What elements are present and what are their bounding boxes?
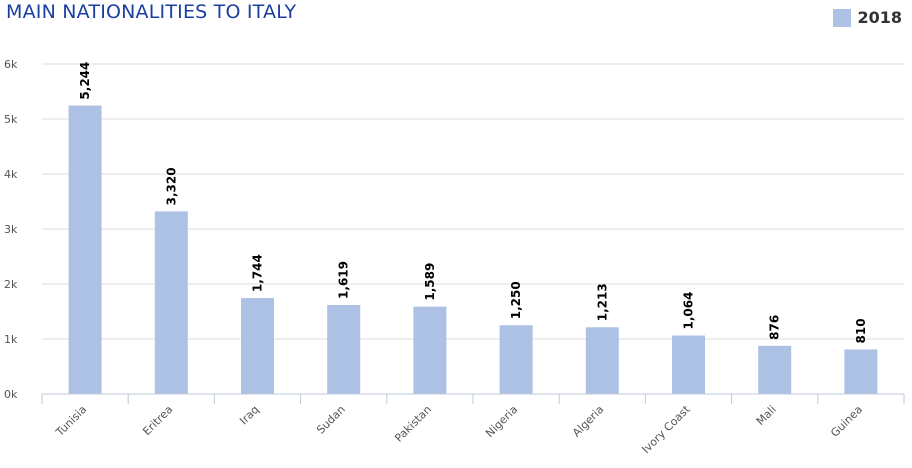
bar: [241, 298, 274, 394]
y-tick-label: 0k: [4, 388, 18, 401]
chart-title: MAIN NATIONALITIES TO ITALY: [6, 1, 297, 23]
data-label: 1,619: [337, 261, 351, 299]
bar: [844, 349, 878, 394]
category-label: Tunisia: [53, 403, 89, 439]
data-label: 1,250: [509, 281, 523, 319]
bar: [154, 211, 188, 394]
bar: [758, 345, 792, 394]
category-labels: Tunisia Eritrea Iraq Sudan Pakistan Nigeria Al…: [53, 402, 865, 456]
y-tick-label: 5k: [4, 113, 18, 126]
data-label: 810: [854, 318, 868, 343]
y-tick-label: 4k: [4, 168, 18, 181]
bar: [499, 325, 533, 394]
y-axis-ticks: 0k 1k 2k 3k 4k 5k 6k: [4, 58, 18, 401]
y-tick-label: 1k: [4, 333, 18, 346]
x-axis: [41, 393, 905, 404]
category-label: Nigeria: [483, 403, 520, 440]
data-labels: 5,244 3,320 1,744 1,619 1,589 1,250 1,213 1,064…: [78, 62, 868, 344]
bar: [585, 327, 619, 394]
legend[interactable]: 2018: [833, 8, 902, 27]
bar: [672, 335, 705, 394]
category-label: Iraq: [237, 403, 261, 427]
data-label: 1,213: [595, 283, 609, 321]
category-label: Eritrea: [140, 403, 175, 438]
category-label: Mali: [754, 403, 779, 428]
data-label: 5,244: [78, 62, 92, 100]
y-tick-label: 3k: [4, 223, 18, 236]
data-label: 3,320: [164, 167, 178, 205]
category-label: Sudan: [314, 403, 348, 437]
data-label: 1,589: [423, 263, 437, 301]
data-label: 876: [768, 315, 782, 340]
data-label: 1,744: [251, 254, 265, 292]
category-label: Pakistan: [392, 403, 434, 445]
bar: [68, 105, 102, 394]
legend-label: 2018: [857, 8, 902, 27]
category-label: Guinea: [828, 403, 865, 440]
data-label: 1,064: [682, 292, 696, 330]
category-label: Ivory Coast: [639, 402, 693, 456]
bar: [413, 306, 447, 394]
bar: [327, 304, 361, 394]
legend-swatch: [833, 8, 852, 27]
y-tick-label: 2k: [4, 278, 18, 291]
y-tick-label: 6k: [4, 58, 18, 71]
bars: [68, 105, 878, 394]
category-label: Algeria: [570, 403, 607, 440]
